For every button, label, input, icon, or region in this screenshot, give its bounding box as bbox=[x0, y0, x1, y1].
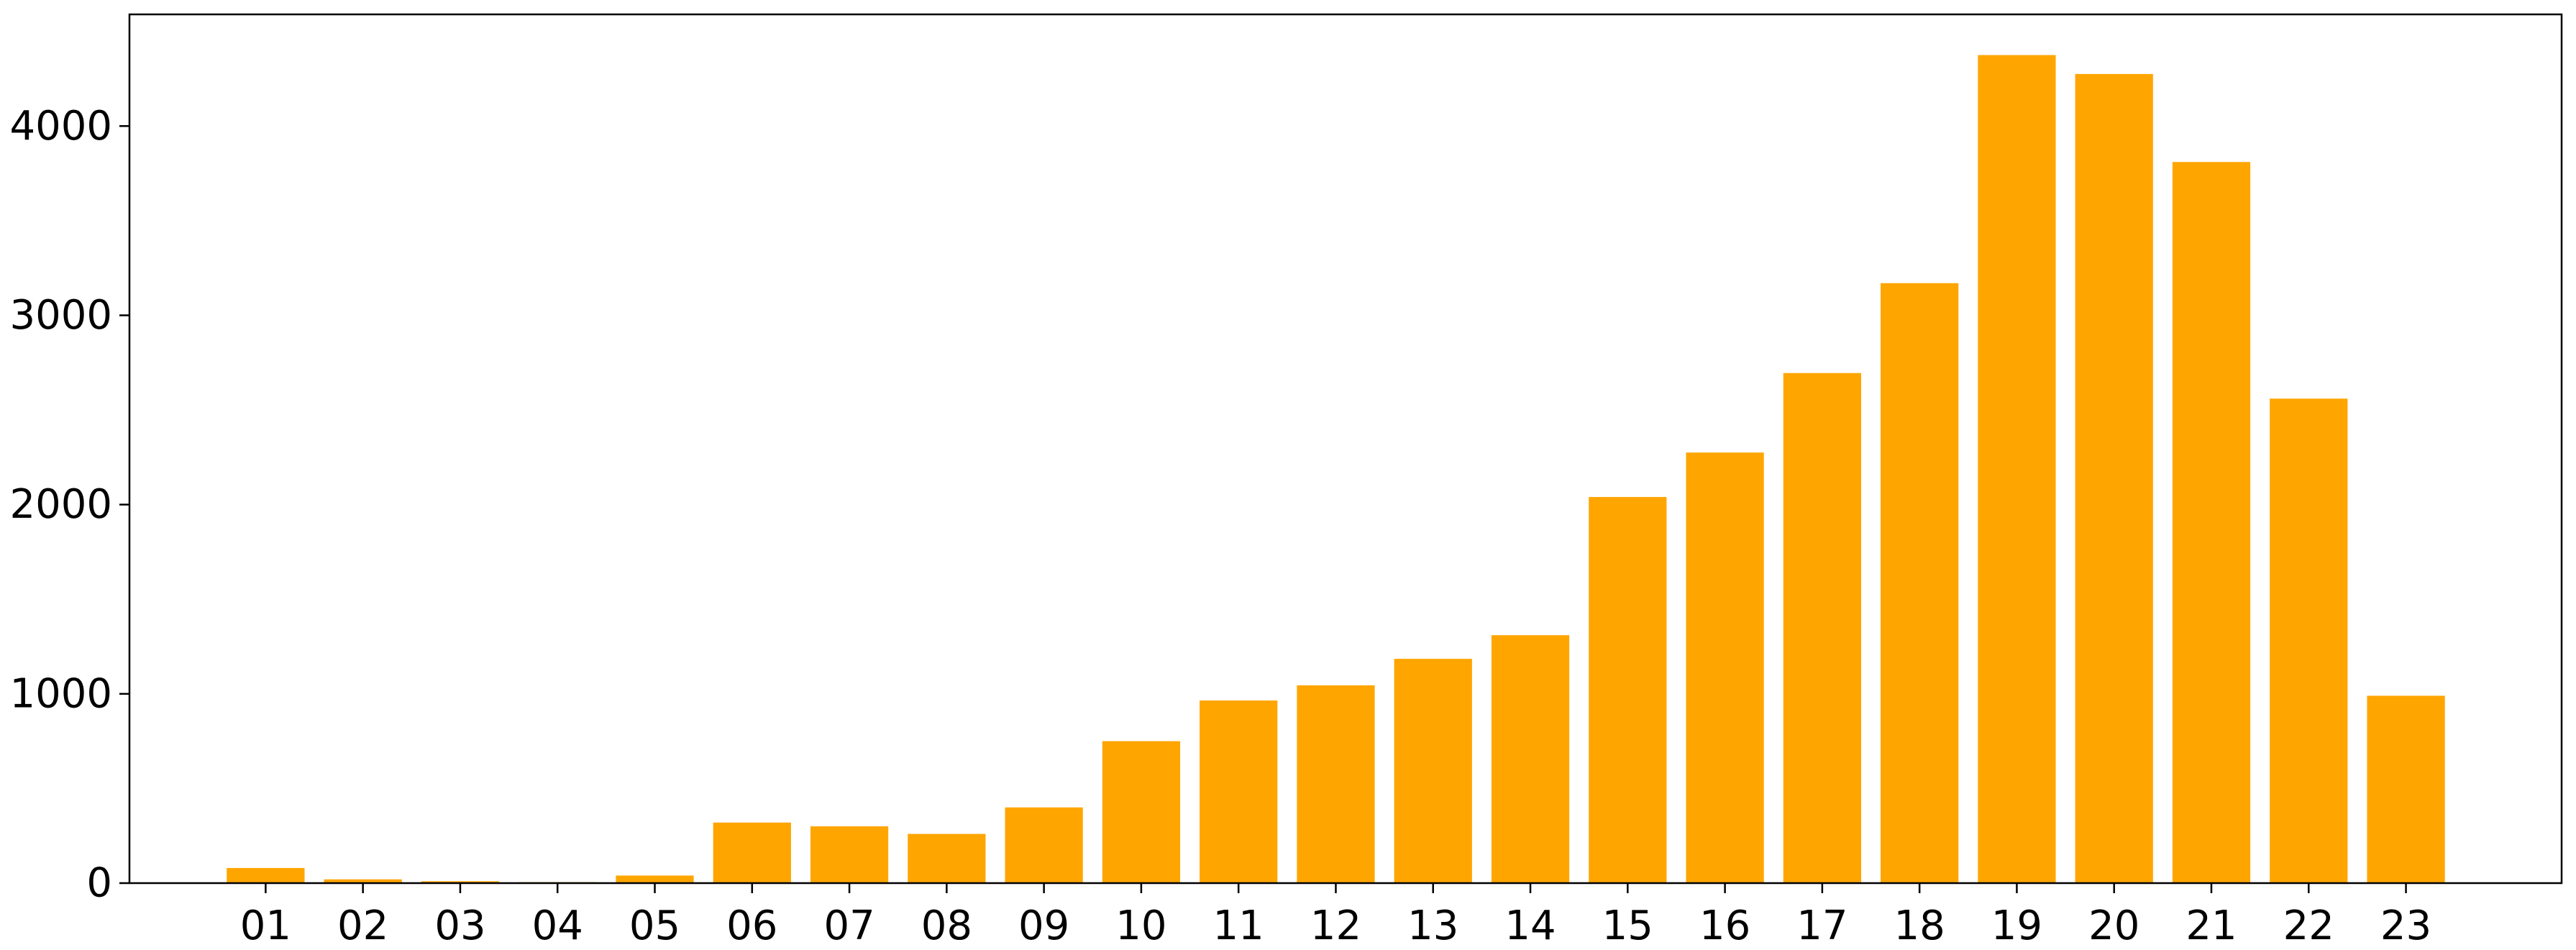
bar-22 bbox=[2270, 398, 2348, 883]
bar-11 bbox=[1200, 700, 1278, 883]
x-tick-label: 17 bbox=[1796, 903, 1847, 949]
x-tick-label: 13 bbox=[1407, 903, 1458, 949]
bar-10 bbox=[1102, 741, 1181, 883]
x-tick-label: 10 bbox=[1115, 903, 1166, 949]
y-tick-label: 4000 bbox=[9, 103, 112, 150]
x-tick-label: 19 bbox=[1991, 903, 2042, 949]
x-tick-label: 15 bbox=[1602, 903, 1653, 949]
x-tick-label: 18 bbox=[1894, 903, 1945, 949]
x-tick-label: 22 bbox=[2283, 903, 2334, 949]
y-tick-label: 3000 bbox=[9, 292, 112, 339]
bar-02 bbox=[324, 879, 402, 883]
plot-frame bbox=[128, 13, 2563, 885]
bar-01 bbox=[227, 867, 305, 883]
bar-15 bbox=[1589, 497, 1667, 883]
x-tick-label: 12 bbox=[1310, 903, 1361, 949]
x-tick-label: 09 bbox=[1018, 903, 1069, 949]
bar-19 bbox=[1978, 55, 2056, 884]
x-tick-label: 02 bbox=[337, 903, 388, 949]
x-tick-label: 07 bbox=[823, 903, 874, 949]
bar-18 bbox=[1881, 283, 1959, 883]
bar-13 bbox=[1394, 659, 1472, 883]
x-tick-label: 23 bbox=[2380, 903, 2431, 949]
bar-03 bbox=[421, 881, 500, 883]
x-tick-label: 01 bbox=[240, 903, 291, 949]
x-tick-label: 03 bbox=[434, 903, 485, 949]
bar-17 bbox=[1783, 373, 1861, 883]
bar-12 bbox=[1297, 685, 1375, 883]
x-tick-label: 21 bbox=[2186, 903, 2237, 949]
bar-09 bbox=[1005, 807, 1083, 883]
bar-05 bbox=[616, 875, 694, 883]
bar-14 bbox=[1491, 635, 1570, 883]
y-axis-ticks: 0 1000 2000 3000 4000 bbox=[9, 103, 129, 907]
x-tick-label: 04 bbox=[532, 903, 583, 949]
y-tick-label: 2000 bbox=[9, 481, 112, 528]
bar-21 bbox=[2172, 162, 2251, 883]
y-tick-label: 0 bbox=[86, 860, 112, 907]
bar-06 bbox=[713, 822, 791, 883]
x-tick-label: 11 bbox=[1213, 903, 1264, 949]
x-tick-label: 08 bbox=[921, 903, 972, 949]
bar-23 bbox=[2367, 695, 2445, 883]
x-tick-label: 06 bbox=[726, 903, 777, 949]
bar-16 bbox=[1686, 452, 1764, 883]
x-tick-label: 16 bbox=[1699, 903, 1750, 949]
x-tick-label: 14 bbox=[1504, 903, 1556, 949]
bars-layer bbox=[227, 55, 2445, 884]
y-tick-label: 1000 bbox=[9, 670, 112, 717]
bar-08 bbox=[908, 833, 986, 883]
x-axis-ticks: 01 02 03 04 05 06 07 08 09 10 11 12 13 14 15 16 17 18 19 20… bbox=[240, 883, 2431, 949]
bar-07 bbox=[810, 826, 889, 883]
x-tick-label: 05 bbox=[629, 903, 680, 949]
bar-20 bbox=[2075, 73, 2153, 883]
x-tick-label: 20 bbox=[2088, 903, 2139, 949]
